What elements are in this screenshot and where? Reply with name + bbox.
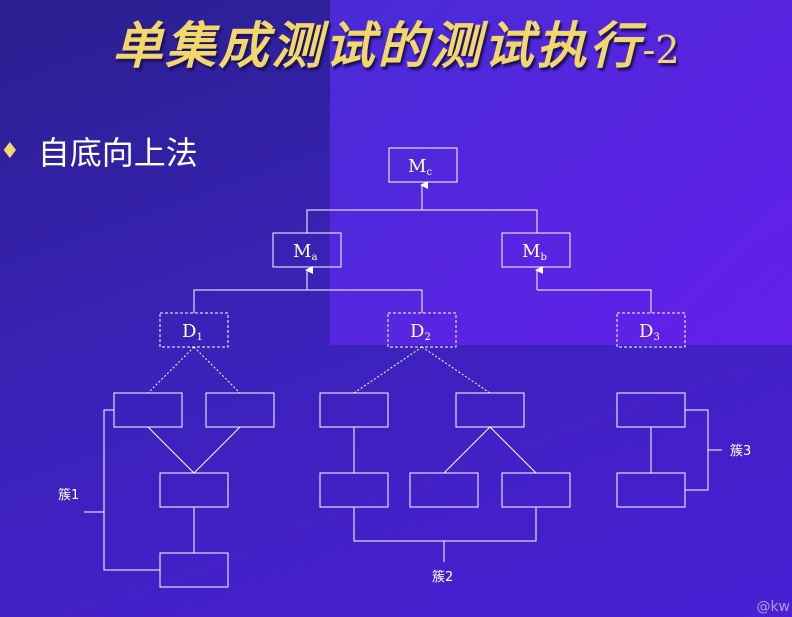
cluster-2-module-a xyxy=(319,392,389,428)
cluster-2-module-b xyxy=(455,392,525,428)
svg-text:D3: D3 xyxy=(639,321,660,343)
cluster-3-module-a xyxy=(616,392,686,428)
node-d3-letter: D xyxy=(639,321,653,342)
diamond-bullet-icon: ♦ xyxy=(0,138,20,164)
svg-text:Mb: Mb xyxy=(522,241,547,263)
watermark: @kw xyxy=(756,599,790,615)
cluster-2 xyxy=(319,392,571,562)
cluster-3-label: 簇3 xyxy=(730,444,751,459)
node-d2-sub: 2 xyxy=(424,332,430,343)
svg-text:Ma: Ma xyxy=(293,241,317,263)
node-mb-sub: b xyxy=(540,252,546,263)
mc-connector xyxy=(306,181,538,233)
cluster-2-module-c xyxy=(319,472,389,508)
background-panel xyxy=(330,0,792,345)
cluster-3 xyxy=(616,392,722,508)
driver-links xyxy=(147,346,491,394)
cluster-2-label: 簇2 xyxy=(432,570,453,585)
cluster-1-module-a xyxy=(113,392,183,428)
node-ma: Ma xyxy=(272,232,342,268)
node-d1-letter: D xyxy=(182,321,196,342)
node-d3-sub: 3 xyxy=(653,332,659,343)
node-d1: D1 xyxy=(159,312,229,348)
node-mb-letter: M xyxy=(522,241,540,262)
cluster-1-module-c xyxy=(159,472,229,508)
cluster-3-module-b xyxy=(616,472,686,508)
cluster-2-module-d xyxy=(409,472,479,508)
title-main: 单集成测试的测试执行 xyxy=(112,16,643,75)
node-mc-letter: M xyxy=(408,156,426,177)
slide-title: 单集成测试的测试执行-2 xyxy=(0,6,792,78)
svg-text:D2: D2 xyxy=(410,321,431,343)
cluster-1-label: 簇1 xyxy=(58,488,79,503)
node-d1-sub: 1 xyxy=(196,332,202,343)
node-mb: Mb xyxy=(501,232,571,268)
mb-connector xyxy=(535,266,652,313)
cluster-2-module-e xyxy=(501,472,571,508)
ma-connector xyxy=(193,266,423,313)
title-suffix: -2 xyxy=(642,28,680,72)
cluster-1-module-b xyxy=(205,392,275,428)
cluster-1-module-d xyxy=(159,552,229,588)
node-d2-letter: D xyxy=(410,321,424,342)
svg-text:Mc: Mc xyxy=(408,156,432,178)
svg-text:D1: D1 xyxy=(182,321,203,343)
bullet-text: 自底向上法 xyxy=(37,134,198,172)
node-ma-sub: a xyxy=(311,252,317,263)
cluster-1 xyxy=(84,392,275,588)
node-d2: D2 xyxy=(387,312,457,348)
node-mc-sub: c xyxy=(426,167,432,178)
node-d3: D3 xyxy=(616,312,686,348)
node-ma-letter: M xyxy=(293,241,311,262)
bullet-point: ♦ 自底向上法 xyxy=(0,128,198,174)
node-mc: Mc xyxy=(388,147,458,183)
